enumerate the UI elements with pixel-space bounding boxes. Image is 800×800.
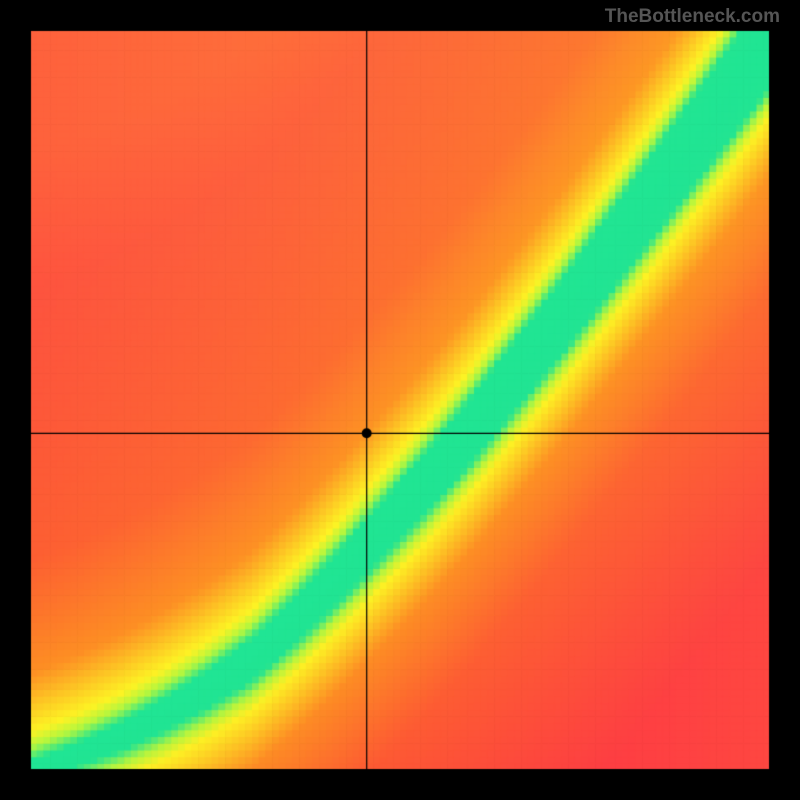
bottleneck-heatmap [0, 0, 800, 800]
watermark-text: TheBottleneck.com [605, 6, 780, 28]
